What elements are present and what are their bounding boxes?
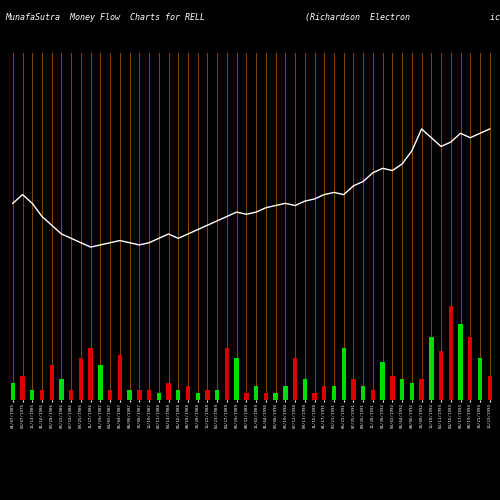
Bar: [196, 393, 200, 400]
Bar: [137, 390, 141, 400]
Bar: [88, 348, 93, 400]
Bar: [274, 393, 278, 400]
Bar: [108, 390, 112, 400]
Bar: [98, 365, 102, 400]
Bar: [128, 390, 132, 400]
Bar: [420, 379, 424, 400]
Bar: [78, 358, 83, 400]
Bar: [20, 376, 24, 400]
Bar: [69, 390, 73, 400]
Bar: [40, 390, 44, 400]
Bar: [156, 393, 161, 400]
Bar: [429, 338, 434, 400]
Text: MunafaSutra  Money Flow  Charts for RELL                    (Richardson  Electro: MunafaSutra Money Flow Charts for RELL (…: [5, 12, 500, 22]
Bar: [302, 379, 307, 400]
Bar: [176, 390, 180, 400]
Bar: [448, 306, 453, 400]
Bar: [264, 393, 268, 400]
Bar: [488, 376, 492, 400]
Bar: [254, 386, 258, 400]
Bar: [118, 355, 122, 400]
Bar: [322, 386, 326, 400]
Bar: [468, 338, 472, 400]
Bar: [206, 390, 210, 400]
Bar: [478, 358, 482, 400]
Bar: [283, 386, 288, 400]
Bar: [380, 362, 385, 400]
Bar: [244, 393, 248, 400]
Bar: [186, 386, 190, 400]
Bar: [234, 358, 239, 400]
Bar: [10, 382, 15, 400]
Bar: [50, 365, 54, 400]
Bar: [400, 379, 404, 400]
Bar: [410, 382, 414, 400]
Bar: [370, 390, 375, 400]
Bar: [352, 379, 356, 400]
Bar: [342, 348, 346, 400]
Bar: [215, 390, 220, 400]
Bar: [166, 382, 170, 400]
Bar: [390, 376, 394, 400]
Bar: [361, 386, 366, 400]
Bar: [60, 379, 64, 400]
Bar: [332, 386, 336, 400]
Bar: [439, 352, 443, 400]
Bar: [30, 390, 34, 400]
Bar: [147, 390, 151, 400]
Bar: [293, 358, 297, 400]
Bar: [224, 348, 229, 400]
Bar: [312, 393, 316, 400]
Bar: [458, 324, 462, 400]
